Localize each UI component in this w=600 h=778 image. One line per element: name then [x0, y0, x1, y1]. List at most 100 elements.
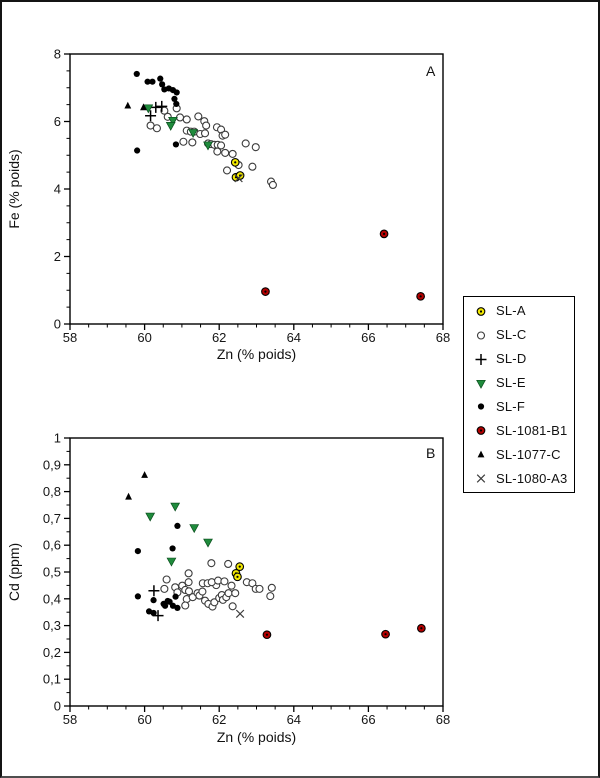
y-axis-title: Cd (ppm)	[6, 543, 22, 601]
series-SL-1081-B1	[262, 623, 426, 640]
data-point-SL-F	[174, 522, 181, 530]
data-point-SL-1081-B1	[379, 229, 389, 239]
legend-marker-glyph-SL-1077-C	[477, 450, 485, 458]
data-point-SL-E	[145, 512, 156, 522]
data-point-SL-1081-B1	[261, 287, 270, 296]
data-point-SL-E	[170, 502, 181, 512]
data-point-SL-F	[134, 547, 141, 555]
data-point-SL-E	[203, 141, 213, 151]
data-point-SL-F	[172, 593, 179, 600]
data-point-SL-D	[145, 110, 157, 122]
legend-marker-glyph-SL-F	[477, 403, 485, 411]
x-tick-label: 60	[137, 712, 151, 727]
data-point-SL-C	[179, 137, 188, 146]
legend-marker-glyph-SL-C	[476, 331, 486, 340]
legend-label: SL-A	[496, 303, 526, 319]
plot-frame	[69, 437, 444, 707]
y-tick-label: 0	[54, 699, 61, 714]
data-point-SL-F	[144, 78, 151, 85]
x-tick-label: 62	[212, 330, 226, 345]
series-SL-E	[143, 104, 213, 151]
legend-marker-glyph-SL-1081-B1	[476, 426, 486, 436]
legend-label: SL-E	[496, 375, 526, 391]
data-point-SL-C	[224, 589, 233, 598]
legend-marker-SL-E	[476, 379, 486, 389]
legend-label: SL-1080-A3	[496, 470, 568, 486]
data-point-SL-E	[203, 538, 213, 548]
y-tick-label: 0,6	[43, 538, 61, 553]
data-point-SL-C	[267, 583, 276, 592]
scatter-plot-cd-vs-zn: 58 60 62 64 66 68 0 0,1 0,2 0,3 0,4 0,5 0,6 0,7 0,8 0,9…	[6, 431, 450, 746]
legend-item-SL-1081-B1: SL-1081-B1	[473, 418, 572, 442]
series-SL-E	[145, 502, 213, 567]
series-SL-1080-A3	[234, 173, 243, 183]
y-tick-label: 0,5	[43, 565, 61, 580]
y-tick-label: 1	[54, 431, 61, 446]
series-SL-1077-C	[125, 471, 148, 500]
data-point-SL-F	[134, 593, 141, 600]
panel-label: B	[426, 445, 435, 461]
legend-marker-SL-D	[475, 353, 487, 365]
legend-label: SL-C	[496, 327, 527, 343]
y-tick-label: 8	[54, 47, 61, 62]
data-point-SL-F	[150, 597, 157, 604]
legend-item-SL-E: SL-E	[473, 371, 572, 395]
legend-item-SL-A: SL-A	[473, 299, 572, 323]
data-point-SL-C	[221, 130, 230, 139]
series-SL-1081-B1	[261, 229, 425, 301]
data-point-SL-C	[231, 589, 240, 598]
data-point-SL-C	[184, 569, 193, 578]
legend-item-SL-1077-C: SL-1077-C	[473, 442, 572, 466]
data-point-SL-F	[149, 78, 156, 85]
plot-frame	[69, 53, 444, 325]
legend-label: SL-1081-B1	[496, 422, 568, 438]
legend-marker-SL-C	[476, 331, 486, 340]
y-tick-label: 0,8	[43, 484, 61, 499]
data-point-SL-E	[166, 557, 177, 567]
legend-marker-glyph-SL-D	[475, 353, 487, 365]
data-point-SL-1077-C	[124, 101, 132, 109]
data-point-SL-C	[228, 602, 237, 611]
series-SL-C	[146, 104, 277, 189]
series-SL-F	[133, 70, 180, 154]
x-tick-label: 62	[212, 712, 226, 727]
data-point-SL-1077-C	[141, 471, 148, 478]
data-point-SL-1081-B1	[417, 623, 426, 633]
data-point-SL-E	[168, 116, 178, 126]
legend-marker-SL-1077-C	[477, 450, 485, 458]
data-point-SL-C	[248, 162, 257, 171]
data-point-SL-C	[222, 166, 232, 175]
data-point-SL-F	[174, 604, 181, 612]
data-point-SL-A	[235, 171, 245, 180]
data-point-SL-C	[221, 148, 230, 157]
data-point-SL-C	[181, 601, 190, 610]
data-point-SL-A	[230, 157, 240, 167]
y-axis-title: Fe (% poids)	[6, 149, 22, 228]
y-tick-label: 0,2	[43, 645, 61, 660]
data-point-SL-C	[268, 180, 277, 189]
x-tick-label: 58	[63, 712, 77, 727]
legend-marker-SL-F	[477, 403, 485, 411]
data-point-SL-1081-B1	[416, 291, 425, 301]
legend-item-SL-F: SL-F	[473, 395, 572, 419]
legend-marker-glyph-SL-A	[476, 307, 486, 316]
legend-marker-SL-A	[476, 307, 486, 316]
data-point-SL-D	[150, 101, 162, 113]
legend-item-SL-C: SL-C	[473, 323, 572, 347]
x-tick-label: 64	[287, 712, 301, 727]
data-point-SL-F	[173, 100, 180, 108]
data-point-SL-C	[255, 584, 264, 593]
data-point-SL-F	[172, 141, 180, 148]
data-point-SL-A	[233, 572, 242, 582]
data-point-SL-C	[213, 147, 222, 156]
data-point-SL-C	[200, 129, 210, 138]
legend-box: SL-A SL-C SL-D SL-E SL-F SL-1081-B1 SL-1077-C S…	[463, 296, 575, 493]
series-SL-F	[134, 522, 181, 617]
data-point-SL-F	[169, 545, 176, 552]
data-point-SL-F	[134, 147, 141, 154]
data-point-SL-C	[194, 112, 203, 121]
x-tick-label: 58	[63, 330, 77, 345]
data-point-SL-F	[162, 602, 169, 609]
y-tick-label: 4	[54, 182, 61, 197]
